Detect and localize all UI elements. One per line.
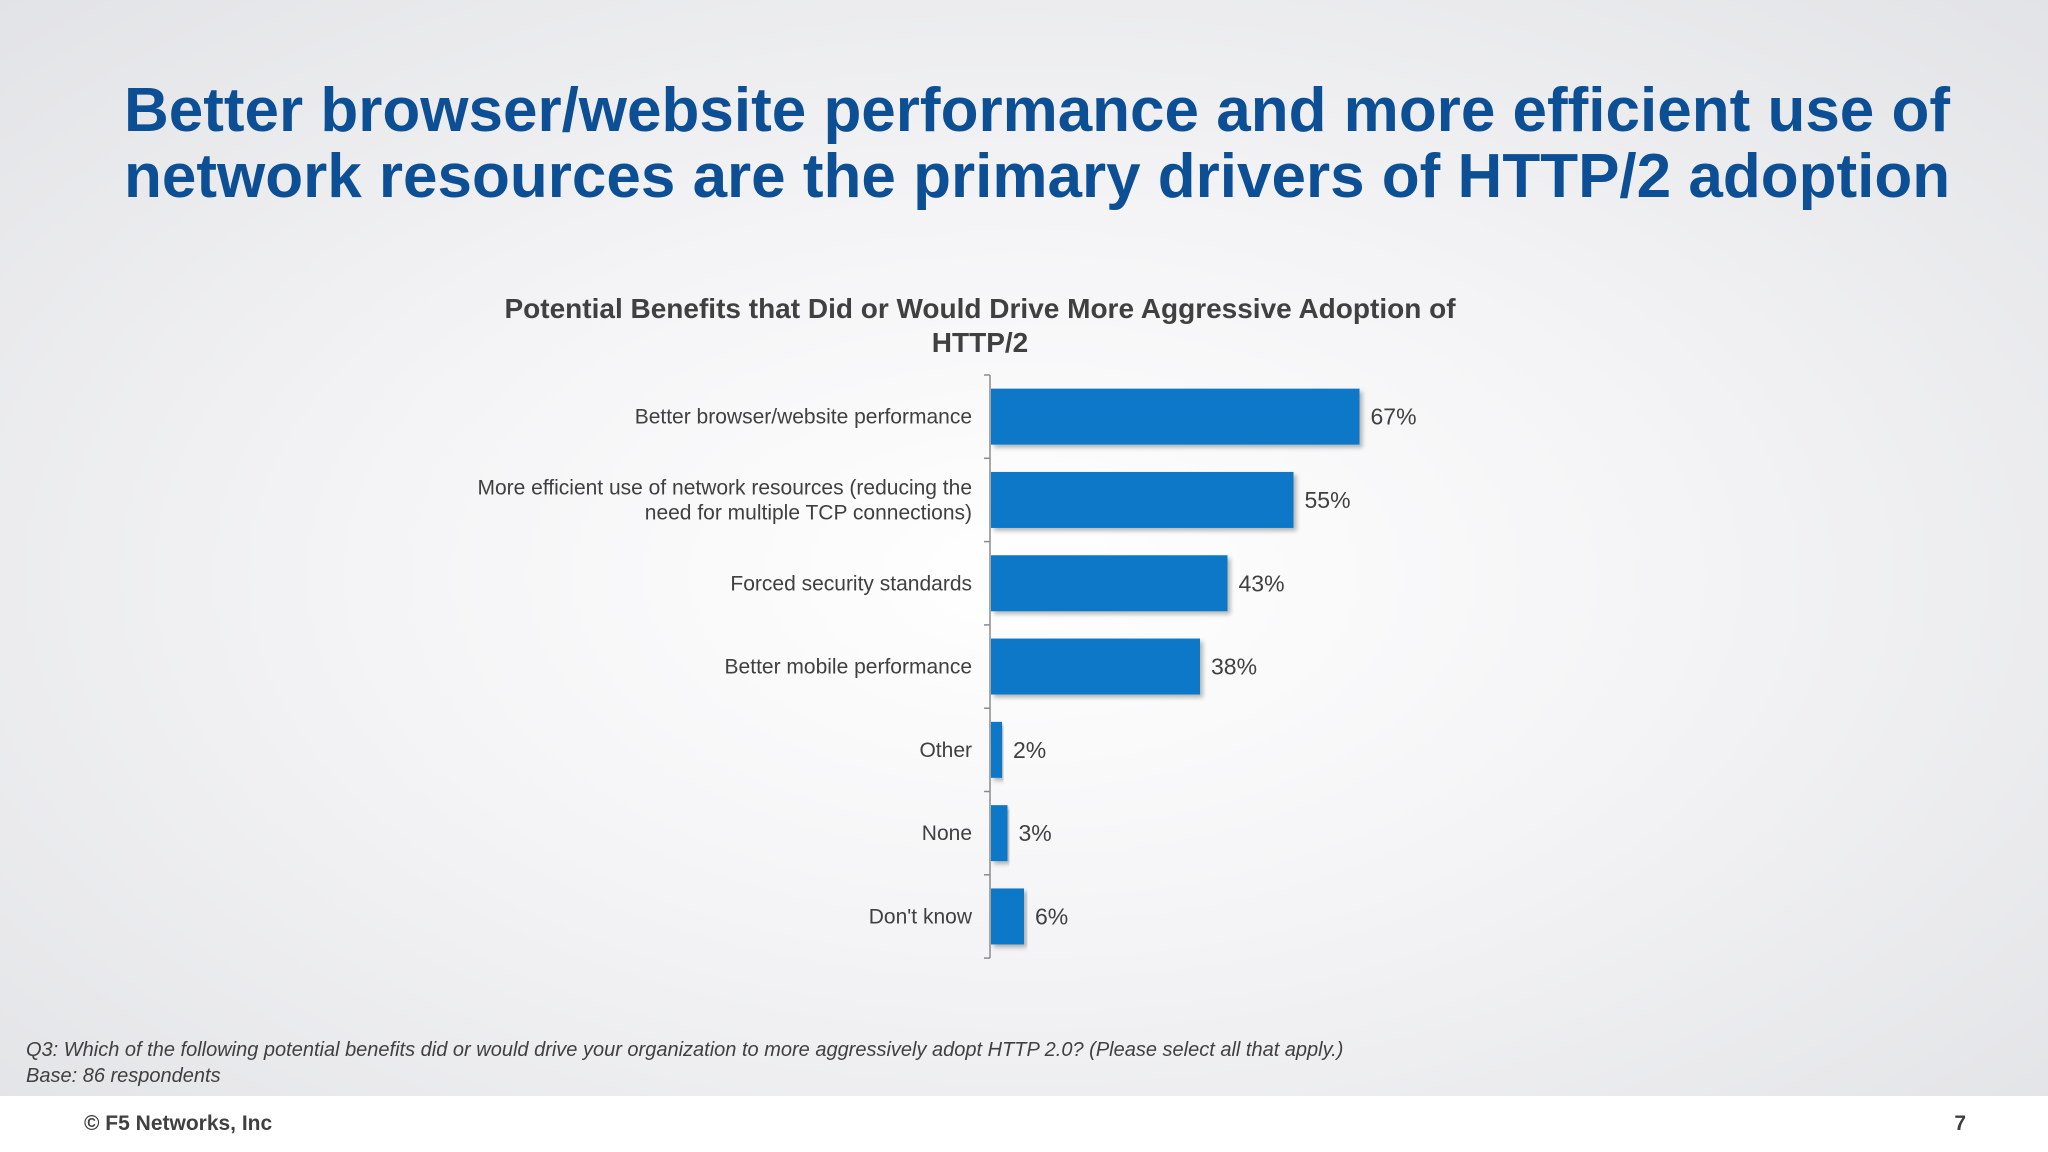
slide-title-line-2: network resources are the primary driver… xyxy=(124,142,1951,211)
bar xyxy=(991,388,1360,445)
bar xyxy=(991,888,1024,945)
data-label: 38% xyxy=(1211,654,1257,680)
category-label: Better browser/website performance xyxy=(635,406,972,429)
data-label: 67% xyxy=(1371,404,1417,430)
category-label: Other xyxy=(919,739,972,762)
footer-bar xyxy=(0,1096,2048,1152)
bar-chart: 67% Better browser/website performance 55%… xyxy=(477,374,1417,959)
bar xyxy=(991,555,1228,612)
slide-title-line-1: Better browser/website performance and m… xyxy=(124,76,1951,145)
chart-title-line-1: Potential Benefits that Did or Would Dri… xyxy=(504,293,1456,324)
bar xyxy=(991,721,1002,778)
chart-title: Potential Benefits that Did or Would Dri… xyxy=(430,292,1530,360)
data-label: 2% xyxy=(1013,737,1046,763)
page-number: 7 xyxy=(1954,1112,1966,1135)
data-label: 6% xyxy=(1035,903,1068,929)
bar xyxy=(991,805,1008,862)
category-label: More efficient use of network resources … xyxy=(477,476,972,524)
category-label: None xyxy=(922,822,972,845)
chart-title-line-2: HTTP/2 xyxy=(931,327,1029,358)
category-label: Better mobile performance xyxy=(725,656,972,679)
footnote-question: Q3: Which of the following potential ben… xyxy=(26,1039,1344,1061)
data-label: 43% xyxy=(1239,570,1285,596)
data-label: 3% xyxy=(1019,820,1052,846)
category-label: Don't know xyxy=(869,905,973,928)
footnote-base: Base: 86 respondents xyxy=(26,1065,221,1087)
category-label: Forced security standards xyxy=(730,572,972,595)
bar xyxy=(991,471,1294,528)
slide-title: Better browser/website performance and m… xyxy=(124,78,2004,210)
footnote: Q3: Which of the following potential ben… xyxy=(26,1037,1343,1089)
copyright-text: © F5 Networks, Inc xyxy=(84,1112,273,1135)
bar xyxy=(991,638,1200,695)
data-label: 55% xyxy=(1305,487,1351,513)
